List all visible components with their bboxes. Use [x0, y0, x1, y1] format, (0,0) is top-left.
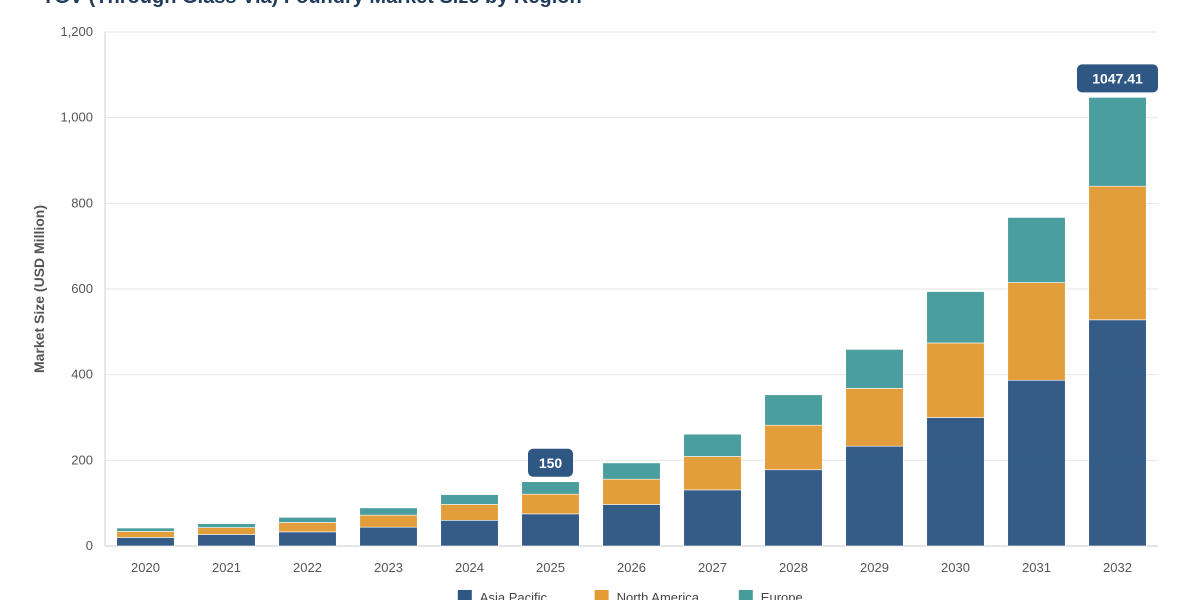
bar-asia-pacific-2022: [278, 531, 337, 547]
bar-north-america-2023: [359, 514, 418, 528]
bar-north-america-2028: [764, 424, 823, 471]
bar-north-america-2025: [521, 493, 580, 515]
bar-asia-pacific-2026: [602, 504, 661, 547]
y-tick-label: 0: [86, 538, 93, 553]
bar-asia-pacific-2031: [1007, 379, 1066, 547]
bar-asia-pacific-2025: [521, 513, 580, 547]
x-tick-label: 2020: [131, 560, 160, 575]
y-axis-title: Market Size (USD Million): [31, 205, 47, 373]
x-tick-label: 2026: [617, 560, 646, 575]
total-callout-label: 150: [539, 455, 563, 471]
bar-asia-pacific-2024: [440, 519, 499, 547]
x-tick-label: 2022: [293, 560, 322, 575]
x-tick-label: 2024: [455, 560, 484, 575]
bar-north-america-2029: [845, 388, 904, 447]
bar-europe-2031: [1007, 217, 1066, 283]
bar-asia-pacific-2021: [197, 534, 256, 547]
bar-europe-2029: [845, 349, 904, 389]
bar-europe-2028: [764, 394, 823, 426]
legend-swatch: [457, 590, 472, 600]
bar-asia-pacific-2020: [116, 537, 175, 547]
bar-europe-2024: [440, 494, 499, 505]
x-tick-label: 2025: [536, 560, 565, 575]
bars: [116, 97, 1147, 547]
legend-label: North America: [617, 590, 700, 600]
bar-north-america-2024: [440, 504, 499, 521]
bar-europe-2026: [602, 462, 661, 480]
chart-title: TGV (Through Glass Via) Foundry Market S…: [42, 0, 582, 9]
bar-asia-pacific-2028: [764, 469, 823, 547]
bar-europe-2023: [359, 507, 418, 516]
x-tick-label: 2031: [1022, 560, 1051, 575]
bar-europe-2021: [197, 523, 256, 528]
legend: Asia Pacific North America Europe: [457, 590, 803, 600]
bar-europe-2032: [1088, 97, 1147, 187]
bar-asia-pacific-2029: [845, 445, 904, 547]
bar-europe-2025: [521, 481, 580, 495]
bar-north-america-2030: [926, 342, 985, 418]
bar-asia-pacific-2030: [926, 417, 985, 547]
bar-europe-2027: [683, 433, 742, 457]
total-callouts: 150 1047.41: [528, 64, 1158, 477]
x-tick-label: 2032: [1103, 560, 1132, 575]
legend-swatch: [738, 590, 753, 600]
bar-asia-pacific-2032: [1088, 319, 1147, 547]
x-tick-label: 2021: [212, 560, 241, 575]
x-tick-label: 2027: [698, 560, 727, 575]
gridlines: [105, 31, 1158, 461]
total-callout-label: 1047.41: [1092, 70, 1143, 86]
bar-asia-pacific-2027: [683, 489, 742, 547]
total-callout-box: [1077, 64, 1158, 93]
bar-europe-2022: [278, 517, 337, 523]
bar-north-america-2020: [116, 531, 175, 538]
y-tick-label: 400: [71, 367, 93, 382]
bar-north-america-2022: [278, 522, 337, 533]
bar-europe-2020: [116, 527, 175, 532]
bar-north-america-2031: [1007, 282, 1066, 381]
x-tick-label: 2030: [941, 560, 970, 575]
bar-north-america-2027: [683, 456, 742, 491]
total-callout-box: [528, 448, 573, 477]
legend-label: Asia Pacific: [480, 590, 548, 600]
bar-asia-pacific-2023: [359, 526, 418, 547]
y-tick-label: 200: [71, 452, 93, 467]
bar-north-america-2021: [197, 527, 256, 535]
x-tick-label: 2023: [374, 560, 403, 575]
legend-label: Europe: [761, 590, 803, 600]
x-tick-label: 2028: [779, 560, 808, 575]
axes: 0 200 400 600 800 1,000 1,200 Market Size (USD …: [31, 24, 1158, 575]
y-tick-label: 800: [71, 195, 93, 210]
y-tick-label: 600: [71, 281, 93, 296]
legend-swatch: [594, 590, 609, 600]
y-tick-label: 1,000: [60, 110, 93, 125]
bar-europe-2030: [926, 291, 985, 344]
x-tick-label: 2029: [860, 560, 889, 575]
bar-north-america-2026: [602, 478, 661, 505]
bar-north-america-2032: [1088, 185, 1147, 321]
y-tick-label: 1,200: [60, 24, 93, 39]
